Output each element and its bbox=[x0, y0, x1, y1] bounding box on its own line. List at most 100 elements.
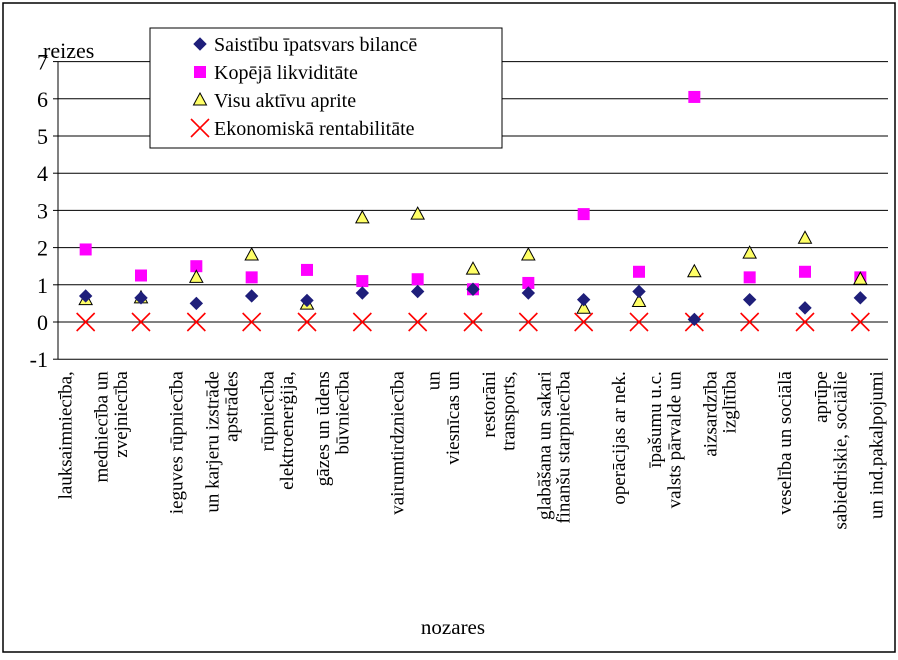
legend-marker-square bbox=[194, 66, 206, 78]
x-category-label: apstrādes bbox=[222, 371, 243, 442]
point-diamond bbox=[853, 291, 868, 305]
point-x bbox=[131, 312, 151, 332]
point-x bbox=[408, 312, 428, 332]
point-diamond bbox=[134, 291, 148, 305]
point-x-stroke bbox=[740, 312, 760, 332]
point-x bbox=[242, 312, 262, 332]
point-triangle bbox=[686, 263, 702, 278]
y-tick-label: 4 bbox=[37, 161, 48, 186]
x-category-label: sabiedriskie, sociālie bbox=[830, 371, 851, 529]
data-marks bbox=[76, 90, 870, 332]
y-axis-label: reizes bbox=[43, 38, 94, 63]
point-diamond bbox=[189, 296, 204, 311]
point-x-stroke bbox=[795, 312, 815, 332]
point-diamond bbox=[410, 284, 425, 299]
point-x-stroke bbox=[518, 312, 538, 332]
point-x-stroke bbox=[463, 312, 483, 332]
point-x-stroke bbox=[76, 312, 96, 332]
x-category-label: rūpniecība bbox=[258, 371, 279, 452]
point-diamond bbox=[687, 312, 702, 327]
point-x bbox=[297, 312, 317, 332]
x-category-label: veselība un sociālā bbox=[775, 371, 796, 515]
point-diamond bbox=[244, 289, 259, 303]
point-diamond bbox=[466, 282, 480, 296]
point-diamond bbox=[742, 292, 757, 307]
point-x-stroke bbox=[131, 312, 151, 332]
x-category-label: glabāšana un sakari bbox=[534, 371, 555, 520]
point-triangle bbox=[465, 261, 481, 275]
legend-marker-triangle bbox=[192, 91, 208, 106]
legend-marker-x bbox=[190, 118, 210, 138]
point-x bbox=[352, 312, 372, 332]
point-diamond bbox=[78, 289, 93, 303]
x-category-label: lauksaimniecība, bbox=[56, 371, 77, 499]
y-tick-label: 5 bbox=[37, 124, 48, 149]
point-triangle bbox=[576, 300, 592, 314]
legend: Saistību īpatsvars bilancē Kopējā likvidi… bbox=[149, 27, 503, 149]
point-x bbox=[795, 312, 815, 332]
x-category-label: aprūpe bbox=[811, 371, 832, 423]
x-axis-category-labels: lauksaimniecība, medniecība unzvejniecība… bbox=[56, 371, 888, 530]
point-x bbox=[574, 312, 594, 332]
y-tick-label: 3 bbox=[37, 198, 48, 223]
y-tick-label: 7 bbox=[37, 50, 48, 75]
x-category-label: un karjeru izstrāde bbox=[202, 371, 223, 512]
x-axis-label: nozares bbox=[421, 615, 485, 639]
point-x bbox=[740, 312, 760, 332]
x-category-label: viesnīcas un bbox=[443, 371, 464, 465]
point-x-stroke bbox=[242, 312, 262, 332]
y-tick-label: -1 bbox=[30, 347, 48, 372]
point-triangle bbox=[244, 246, 260, 261]
point-triangle bbox=[631, 293, 647, 308]
legend-label: Kopējā likviditāte bbox=[214, 62, 358, 84]
point-x bbox=[850, 312, 870, 332]
point-diamond bbox=[300, 293, 314, 308]
x-category-label: finanšu starpniecība bbox=[554, 371, 575, 524]
point-square bbox=[79, 243, 92, 256]
point-diamond bbox=[521, 286, 536, 300]
point-square bbox=[688, 90, 701, 103]
x-category-label: gāzes un ūdens bbox=[313, 371, 334, 486]
x-category-label: aizsardzība bbox=[700, 371, 721, 457]
point-square bbox=[411, 273, 424, 286]
point-x-stroke bbox=[297, 312, 317, 332]
y-axis-ticks: -1 0 1 2 3 4 5 6 7 bbox=[30, 50, 48, 373]
legend-marker-x-stroke bbox=[190, 118, 210, 138]
point-x bbox=[463, 312, 483, 332]
legend-box bbox=[149, 27, 503, 149]
point-x-stroke bbox=[850, 312, 870, 332]
x-category-label: īpašumu u.c. bbox=[645, 371, 666, 469]
point-triangle bbox=[188, 269, 204, 283]
x-category-label: operācijas ar nek. bbox=[609, 371, 630, 504]
point-square bbox=[799, 265, 811, 278]
legend-label: Saistību īpatsvars bilancē bbox=[214, 34, 417, 56]
point-diamond bbox=[798, 301, 812, 315]
y-tick-label: 2 bbox=[37, 236, 48, 261]
x-category-label: izglītība bbox=[720, 371, 741, 434]
point-square bbox=[245, 271, 258, 284]
point-triangle bbox=[410, 206, 426, 220]
point-square bbox=[743, 271, 756, 284]
point-x-stroke bbox=[629, 312, 649, 332]
point-diamond bbox=[576, 292, 591, 307]
legend-marker-diamond bbox=[193, 37, 207, 51]
point-square bbox=[301, 263, 313, 276]
point-triangle bbox=[354, 209, 370, 224]
y-tick-label: 6 bbox=[37, 87, 48, 112]
x-category-label: medniecība un bbox=[92, 371, 113, 483]
point-x-stroke bbox=[408, 312, 428, 332]
y-tick-label: 0 bbox=[37, 310, 48, 335]
x-category-label: un ind.pakalpojumi bbox=[866, 371, 887, 519]
legend-label: Ekonomiskā rentabilitāte bbox=[214, 118, 415, 140]
point-diamond bbox=[355, 286, 370, 300]
x-category-label: ieguves rūpniecība bbox=[166, 371, 187, 515]
point-square bbox=[577, 208, 590, 221]
point-square bbox=[356, 275, 369, 288]
x-category-label: un bbox=[424, 371, 445, 391]
point-x bbox=[629, 312, 649, 332]
point-triangle bbox=[520, 246, 536, 261]
point-x-stroke bbox=[186, 312, 206, 332]
x-category-label: vairumtirdzniecība bbox=[388, 371, 409, 515]
